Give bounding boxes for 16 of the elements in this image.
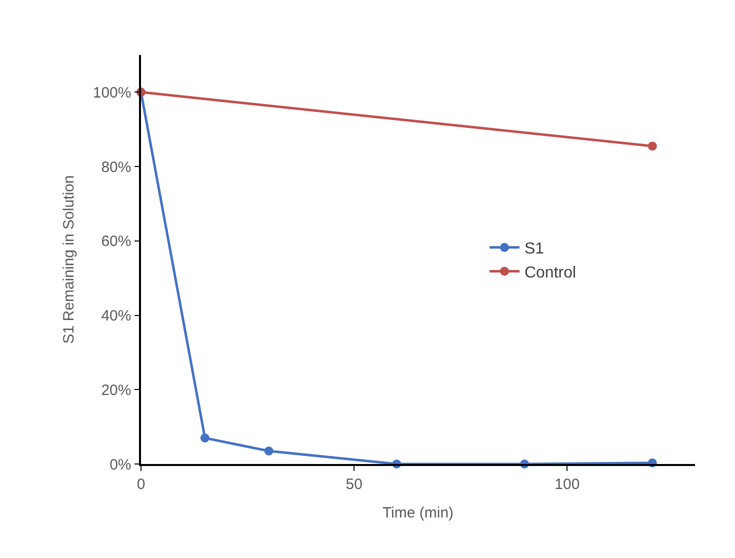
legend-label: Control [524,264,576,282]
y-tick-label: 20% [101,382,132,399]
x-tick-label: 100 [554,476,580,493]
y-axis-title: S1 Remaining in Solution [60,175,78,344]
point [648,142,657,151]
legend-label: S1 [524,240,544,258]
y-tick-label: 100% [92,84,132,102]
y-tick-label: 0% [110,456,132,474]
x-tick-label: 50 [346,476,362,493]
y-tick-label: 80% [101,158,132,176]
point [264,446,274,456]
x-axis-title: Time (min) [382,504,454,522]
x-tick-label: 0 [136,476,146,493]
y-tick-label: 60% [101,233,132,250]
point [200,433,210,442]
y-tick-label: 40% [101,308,132,325]
